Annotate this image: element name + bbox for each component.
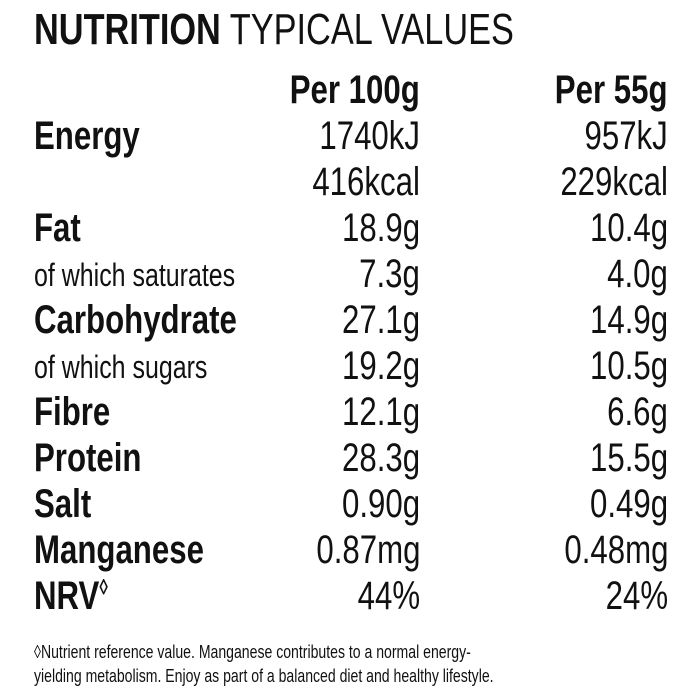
table-row-saturates: of which saturates 7.3g 4.0g [34,252,674,298]
table-row-nrv: NRV◊ 44% 24% [34,574,674,620]
value-per55: 4.0g [607,252,668,296]
footnote-line-2: yielding metabolism. Enjoy as part of a … [34,665,494,686]
row-label: Salt [34,482,92,526]
row-label: Fibre [34,390,111,434]
value-per100: 27.1g [341,298,420,342]
value-per100: 1740kJ [319,114,420,158]
title-light: TYPICAL VALUES [229,5,514,54]
table-row-energy-kcal: 416kcal 229kcal [34,160,674,206]
column-header-per100: Per 100g [289,68,420,112]
row-label: of which saturates [34,257,236,293]
row-label: Protein [34,436,142,480]
value-per100: 0.90g [341,482,420,526]
value-per55: 6.6g [607,390,668,434]
value-per55: 10.5g [589,344,668,388]
nrv-footnote-mark: ◊ [99,574,108,600]
table-row-manganese: Manganese 0.87mg 0.48mg [34,528,674,574]
table-row-fibre: Fibre 12.1g 6.6g [34,390,674,436]
value-per55: 229kcal [560,160,668,204]
row-label: Energy [34,114,140,158]
row-label: Fat [34,206,81,250]
footnote: ◊Nutrient reference value. Manganese con… [34,640,700,688]
value-per55: 10.4g [589,206,668,250]
value-per55: 957kJ [584,114,668,158]
value-per55: 14.9g [589,298,668,342]
value-per100: 416kcal [312,160,420,204]
table-row-sugars: of which sugars 19.2g 10.5g [34,344,674,390]
table-row-salt: Salt 0.90g 0.49g [34,482,674,528]
table-row-energy-kj: Energy 1740kJ 957kJ [34,114,674,160]
value-per100: 18.9g [341,206,420,250]
value-per100: 12.1g [341,390,420,434]
value-per100: 28.3g [341,436,420,480]
row-label: NRV [34,574,100,618]
value-per55: 0.48mg [563,528,668,572]
row-label: Manganese [34,528,204,572]
value-per100: 0.87mg [315,528,420,572]
header-row: Per 100g Per 55g [34,68,674,114]
column-header-per55: Per 55g [555,68,668,112]
value-per55: 24% [605,574,668,618]
table-row-protein: Protein 28.3g 15.5g [34,436,674,482]
table-row-fat: Fat 18.9g 10.4g [34,206,674,252]
table-row-carbohydrate: Carbohydrate 27.1g 14.9g [34,298,674,344]
row-label: of which sugars [34,349,208,385]
value-per55: 15.5g [589,436,668,480]
value-per100: 44% [357,574,420,618]
value-per100: 19.2g [341,344,420,388]
value-per55: 0.49g [589,482,668,526]
row-label: Carbohydrate [34,298,237,342]
title-bold: NUTRITION [34,5,221,54]
nutrition-title: NUTRITION TYPICAL VALUES [34,6,649,54]
footnote-line-1: ◊Nutrient reference value. Manganese con… [34,641,471,662]
value-per100: 7.3g [359,252,420,296]
nutrition-table: Per 100g Per 55g Energy 1740kJ 957kJ 416… [34,68,674,620]
